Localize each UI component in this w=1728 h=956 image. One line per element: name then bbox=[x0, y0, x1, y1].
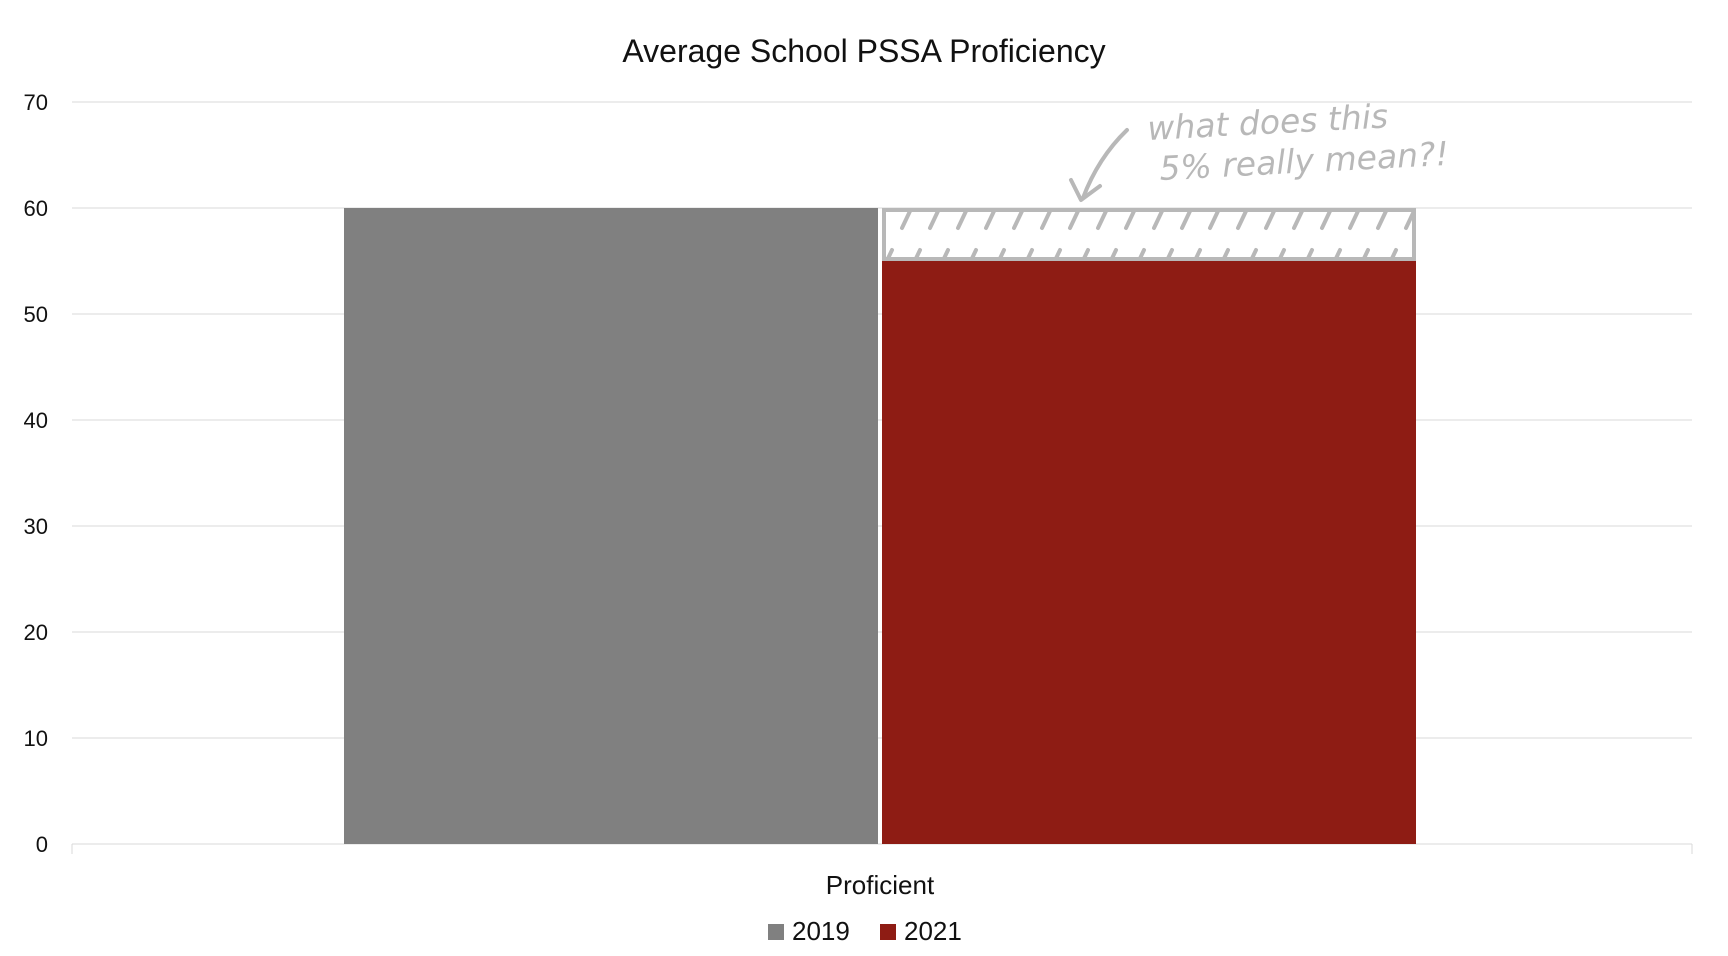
y-tick-label: 0 bbox=[36, 832, 48, 857]
y-tick-label: 60 bbox=[24, 196, 48, 221]
annotation-hatched-gap bbox=[882, 208, 1416, 261]
y-tick-label: 50 bbox=[24, 302, 48, 327]
x-category-label: Proficient bbox=[826, 870, 935, 900]
chart-title: Average School PSSA Proficiency bbox=[622, 33, 1105, 69]
annotation-arrow-head bbox=[1069, 178, 1102, 202]
y-tick-label: 40 bbox=[24, 408, 48, 433]
legend-swatch-2021 bbox=[880, 924, 896, 940]
bars bbox=[344, 208, 1416, 844]
bar-2019 bbox=[344, 208, 878, 844]
bar-2021 bbox=[882, 261, 1416, 844]
y-tick-label: 30 bbox=[24, 514, 48, 539]
y-tick-label: 10 bbox=[24, 726, 48, 751]
x-axis-category-labels: Proficient bbox=[826, 870, 935, 900]
annotation-arrow bbox=[1081, 128, 1129, 200]
legend-label-2021: 2021 bbox=[904, 916, 962, 946]
legend-swatch-2019 bbox=[768, 924, 784, 940]
legend: 2019 2021 bbox=[768, 916, 962, 946]
y-tick-label: 20 bbox=[24, 620, 48, 645]
legend-label-2019: 2019 bbox=[792, 916, 850, 946]
y-axis-tick-labels: 0 10 20 30 40 50 60 70 bbox=[24, 90, 48, 857]
y-tick-label: 70 bbox=[24, 90, 48, 115]
